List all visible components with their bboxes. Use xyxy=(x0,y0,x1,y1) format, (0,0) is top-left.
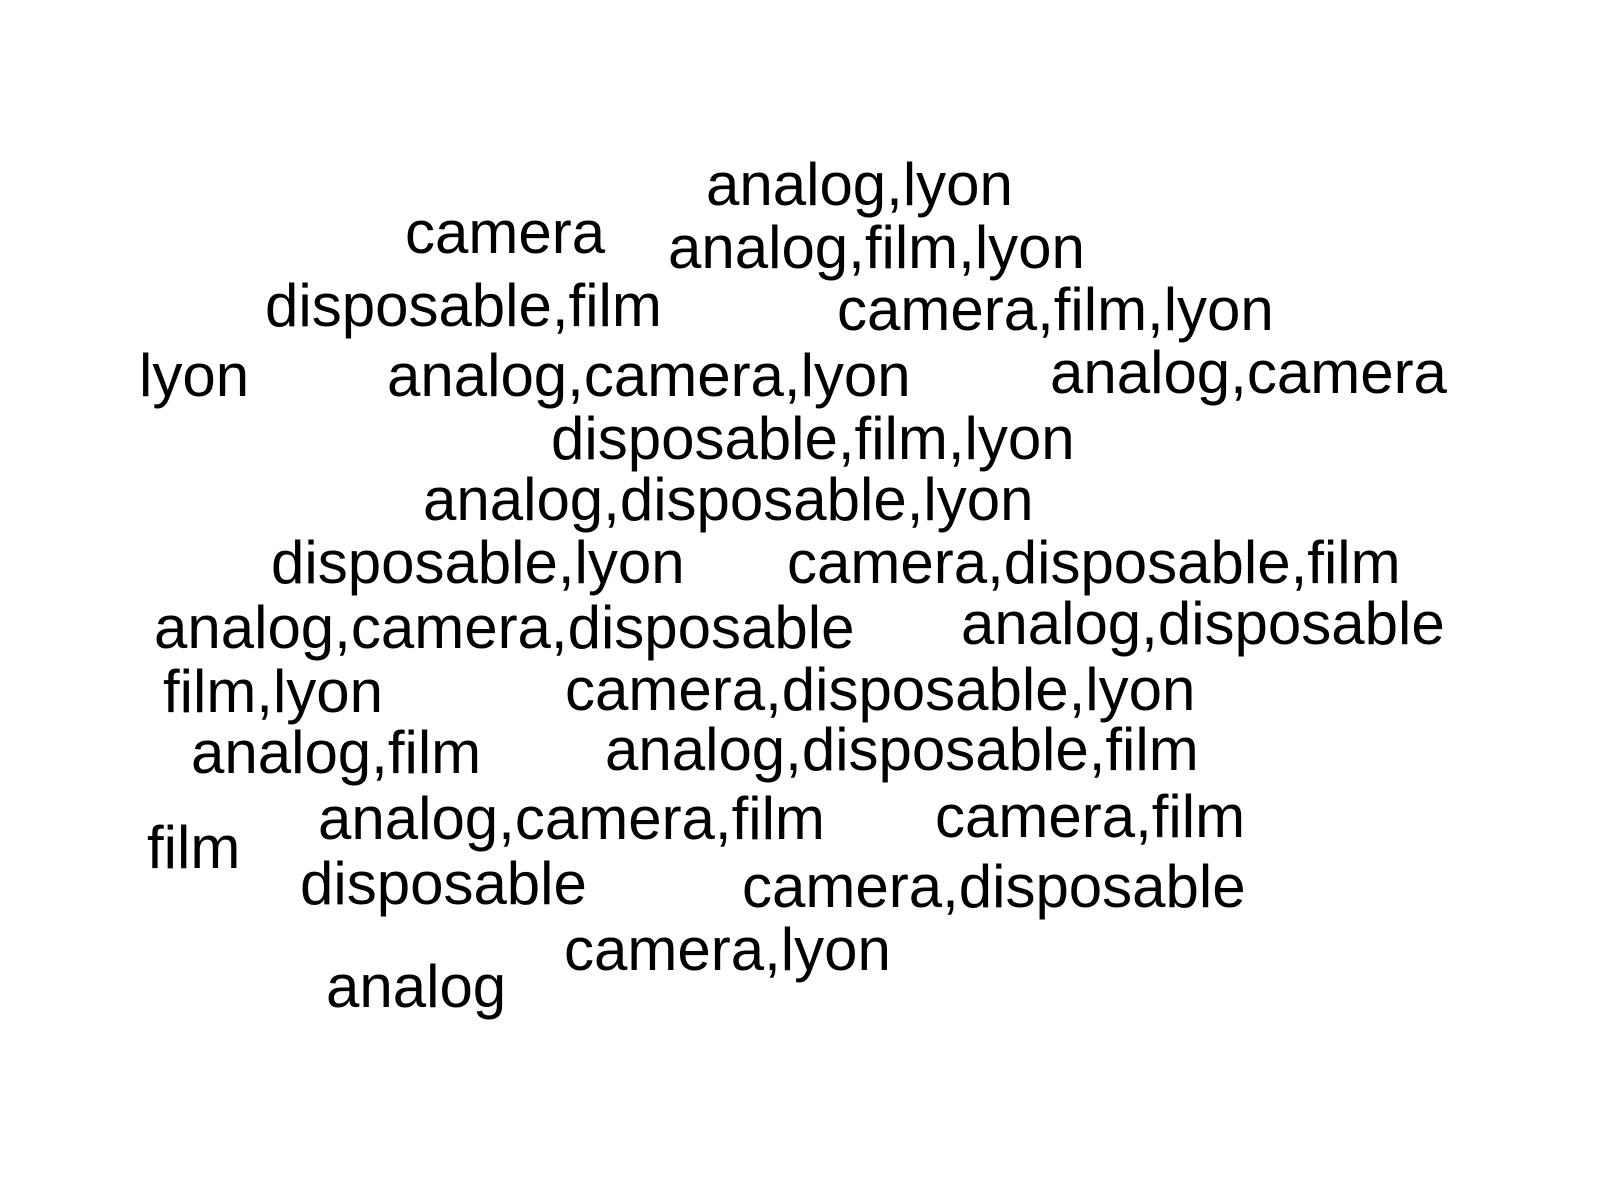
cloud-term: analog,camera,lyon xyxy=(387,342,911,409)
cloud-term: disposable xyxy=(300,850,587,917)
cloud-term: camera,disposable,film xyxy=(787,529,1401,596)
cloud-term: analog,camera,disposable xyxy=(154,594,855,661)
cloud-term: analog,disposable,lyon xyxy=(423,466,1034,533)
cloud-term: camera,film,lyon xyxy=(837,276,1274,343)
cloud-term: camera,disposable,lyon xyxy=(565,656,1196,723)
cloud-term: analog,lyon xyxy=(706,151,1013,218)
cloud-term: camera,disposable xyxy=(742,853,1246,920)
cloud-term: analog,camera xyxy=(1050,339,1447,406)
cloud-term: lyon xyxy=(139,342,250,409)
cloud-term: analog xyxy=(326,953,507,1020)
cloud-term: disposable,lyon xyxy=(271,529,685,596)
cloud-term: disposable,film xyxy=(265,272,662,339)
cloud-term: analog,disposable,film xyxy=(605,716,1199,783)
cloud-term: analog,film,lyon xyxy=(668,214,1085,281)
cloud-term: camera xyxy=(405,199,606,266)
cloud-term: analog,camera,film xyxy=(318,785,825,852)
cloud-term: film,lyon xyxy=(163,658,384,725)
cloud-term: camera,film xyxy=(935,783,1246,850)
cloud-term: disposable,film,lyon xyxy=(551,405,1075,472)
cloud-term: camera,lyon xyxy=(564,916,891,983)
cloud-term: film xyxy=(147,814,241,881)
cloud-term: analog,disposable xyxy=(961,590,1445,657)
cloud-term: analog,film xyxy=(191,719,482,786)
